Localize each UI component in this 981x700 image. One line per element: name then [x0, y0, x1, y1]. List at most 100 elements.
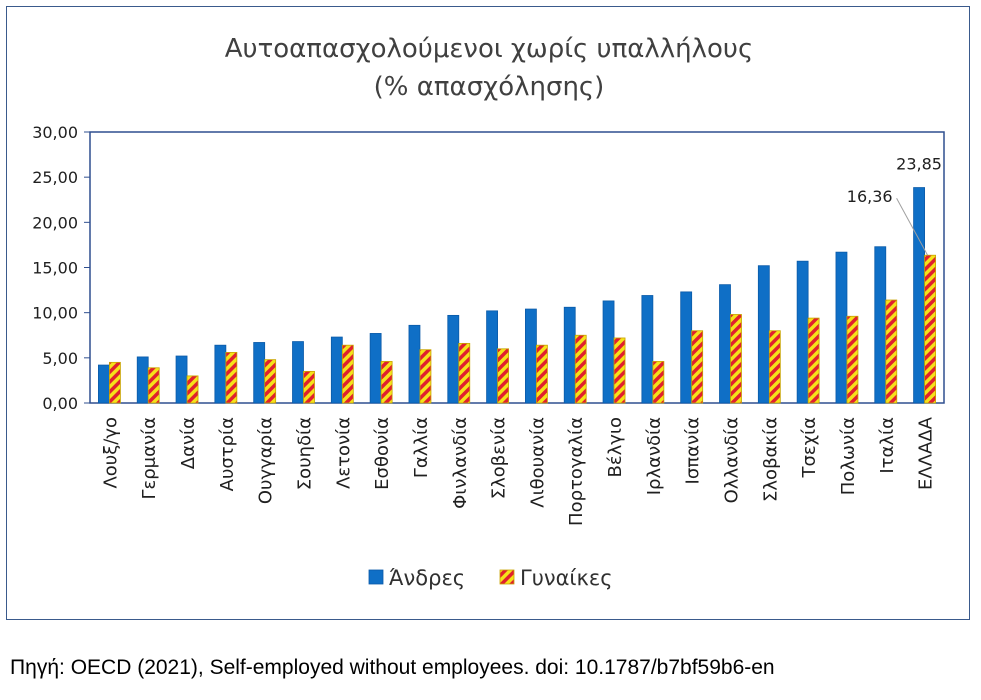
source-note: Πηγή: OECD (2021), Self-employed without… — [10, 656, 775, 679]
category-label: Ισπανία — [683, 417, 704, 484]
bar-men — [98, 364, 110, 404]
category-group — [136, 356, 160, 404]
category-label: Ολλανδία — [722, 417, 743, 503]
category-label: Λουξ/γο — [100, 417, 121, 489]
category-group — [680, 291, 704, 404]
bar-women — [109, 361, 121, 404]
chart-title-line2: (% απασχόλησης) — [374, 72, 605, 102]
legend-label-men: Άνδρες — [389, 566, 465, 590]
category-group — [525, 308, 548, 404]
bar-women — [846, 315, 859, 404]
y-tick-label: 30,00 — [32, 123, 78, 142]
bar-chart: Αυτοαπασχολούμενοι χωρίς υπαλλήλους (% α… — [32, 34, 945, 590]
category-label: Σουηδία — [295, 417, 316, 490]
category-label: Λετονία — [333, 417, 354, 489]
category-group — [874, 246, 898, 404]
category-label: Ουγγαρία — [256, 417, 277, 504]
bar-women — [497, 348, 509, 404]
bar-men — [175, 355, 188, 404]
y-tick-label: 15,00 — [32, 259, 78, 278]
category-label: Τσεχία — [799, 417, 820, 479]
y-tick-label: 25,00 — [32, 168, 78, 187]
bar-men — [796, 260, 809, 404]
category-group — [796, 260, 820, 404]
category-group — [486, 310, 509, 404]
plot-border — [89, 131, 945, 404]
bar-men — [874, 246, 887, 404]
bar-women — [536, 344, 548, 404]
bar-women — [885, 299, 898, 404]
category-group — [757, 265, 781, 404]
bar-men — [253, 342, 266, 404]
bar-men — [641, 295, 654, 404]
bar-women — [807, 317, 820, 404]
category-label: Πορτογαλία — [566, 417, 587, 526]
category-group — [175, 355, 199, 404]
category-group — [835, 251, 859, 404]
bar-men — [486, 310, 498, 404]
category-label: Γερμανία — [139, 417, 160, 500]
bar-women — [225, 352, 238, 404]
category-group — [408, 324, 432, 404]
bar-women — [730, 314, 742, 404]
legend: Άνδρες Γυναίκες — [368, 566, 613, 590]
y-tick-label: 20,00 — [32, 213, 78, 232]
bar-women — [613, 337, 626, 404]
bar-women — [341, 344, 354, 404]
category-group — [369, 333, 393, 404]
bar-women — [186, 375, 199, 404]
category-group — [719, 284, 742, 404]
data-label-men: 23,85 — [896, 155, 942, 174]
category-group — [292, 341, 315, 404]
legend-swatch-women — [499, 569, 515, 585]
category-group — [563, 306, 587, 404]
y-tick-label: 5,00 — [42, 349, 78, 368]
bar-men — [214, 344, 227, 404]
bar-women — [574, 334, 587, 404]
bar-women — [419, 349, 432, 404]
bar-men — [369, 333, 382, 404]
bar-men — [447, 314, 460, 404]
bar-women — [264, 359, 277, 404]
bar-men — [835, 251, 848, 404]
data-label-women: 16,36 — [847, 187, 893, 206]
bar-men — [330, 336, 343, 404]
category-group — [253, 342, 277, 404]
category-group — [98, 361, 121, 404]
bar-men — [602, 300, 615, 404]
category-group — [330, 336, 354, 404]
bar-women — [303, 370, 315, 404]
category-label: Βέλγιο — [605, 417, 626, 478]
category-label: Σλοβακία — [760, 417, 781, 502]
bar-women — [458, 342, 471, 404]
bar-men — [525, 308, 537, 404]
legend-swatch-men — [368, 569, 384, 585]
y-tick-label: 0,00 — [42, 394, 78, 413]
plot-area — [89, 131, 945, 404]
bar-men — [757, 265, 770, 404]
bar-men — [408, 324, 421, 404]
category-label: Σλοβενία — [489, 417, 510, 499]
x-axis-category-labels: Λουξ/γο Γερμανία Δανία Αυστρία Ουγγαρία Σουηδ… — [100, 416, 936, 526]
category-label: Γαλλία — [411, 417, 432, 478]
bar-men — [136, 356, 149, 404]
bar-women — [768, 330, 781, 404]
bar-men — [563, 306, 576, 404]
category-group — [214, 344, 238, 404]
bar-men — [292, 341, 304, 404]
category-label: Εσθονία — [372, 417, 393, 490]
y-axis-ticks: 0,00 5,00 10,00 15,00 20,00 25,00 30,00 — [32, 123, 90, 413]
category-group — [447, 314, 471, 404]
bar-women — [380, 361, 393, 404]
category-label: Δανία — [178, 417, 199, 469]
category-label: Αυστρία — [217, 417, 238, 491]
category-label: Φινλανδία — [450, 417, 471, 509]
category-group — [913, 187, 936, 404]
legend-label-women: Γυναίκες — [520, 566, 613, 590]
category-label: Ιταλία — [877, 417, 898, 474]
bar-women — [652, 361, 665, 404]
bar-women — [924, 254, 936, 404]
chart-frame: Αυτοαπασχολούμενοι χωρίς υπαλλήλους (% α… — [6, 6, 970, 620]
category-group — [602, 300, 626, 404]
